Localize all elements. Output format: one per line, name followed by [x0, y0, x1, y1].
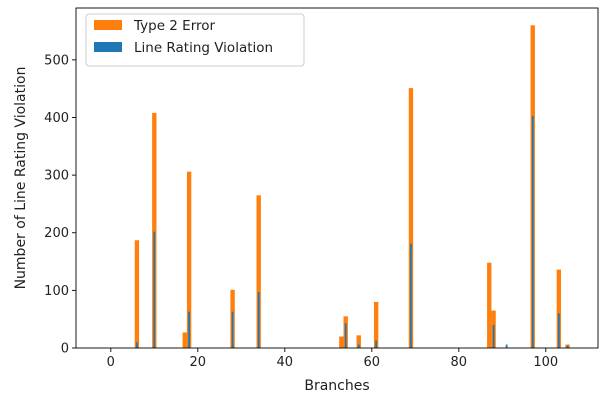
bar-type-2-error-6: [339, 336, 344, 348]
y-tick-label-4: 400: [44, 111, 69, 126]
bar-line-rating-violation-13: [566, 345, 569, 348]
bars-layer: [134, 25, 570, 349]
bar-type-2-error-9: [373, 301, 379, 348]
bar-line-rating-violation-11: [531, 115, 534, 348]
bar-type-2-error-8: [356, 335, 361, 348]
bar-line-rating-violation-6: [357, 344, 360, 348]
y-tick-label-0: 0: [61, 342, 69, 357]
y-tick-label-1: 100: [44, 284, 69, 299]
legend-label-line-rating-violation: Line Rating Violation: [134, 40, 273, 56]
bar-type-2-error-14: [556, 269, 562, 348]
y-tick-label-5: 500: [44, 53, 69, 68]
bar-type-2-error-10: [408, 88, 414, 349]
bar-type-2-error-2: [182, 332, 187, 348]
bar-line-rating-violation-9: [492, 324, 495, 348]
bar-type-2-error-5: [256, 195, 261, 348]
legend-swatch-type-2-error: [94, 20, 122, 30]
x-tick-label-1: 20: [190, 355, 207, 370]
x-axis-title: Branches: [304, 378, 369, 393]
legend-label-type-2-error: Type 2 Error: [133, 18, 216, 34]
legend-box: [85, 13, 305, 67]
legend: Type 2 Error Line Rating Violation: [85, 13, 305, 67]
bar-line-rating-violation-8: [410, 243, 412, 348]
legend-swatch-line-rating-violation: [94, 42, 122, 52]
bar-line-rating-violation-10: [505, 344, 508, 348]
x-tick-label-0: 0: [107, 355, 115, 370]
ticks-layer: 0 20 40 60 80 100 0 100 200 300 400 500: [44, 53, 558, 370]
bar-line-rating-violation-2: [188, 311, 190, 348]
x-tick-label-5: 100: [533, 355, 558, 370]
x-tick-label-3: 60: [364, 355, 381, 370]
bar-line-rating-violation-5: [344, 323, 347, 348]
bar-line-rating-violation-3: [231, 311, 234, 348]
bar-type-2-error-1: [152, 112, 157, 349]
y-tick-label-2: 200: [44, 226, 69, 241]
bar-type-2-error-11: [487, 262, 492, 348]
bar-line-rating-violation-4: [257, 292, 260, 348]
bar-line-rating-violation-7: [375, 340, 378, 348]
bar-line-rating-violation-1: [153, 231, 156, 348]
x-tick-label-2: 40: [277, 355, 294, 370]
y-axis-title: Number of Line Rating Violation: [13, 67, 29, 290]
bar-line-rating-violation-12: [557, 313, 560, 348]
plot-frame: [75, 7, 599, 349]
bar-type-2-error-3: [186, 171, 192, 348]
y-tick-label-3: 300: [44, 169, 69, 184]
bar-type-2-error-0: [134, 240, 140, 348]
bar-line-rating-violation-0: [136, 342, 138, 348]
x-tick-label-4: 80: [451, 355, 468, 370]
